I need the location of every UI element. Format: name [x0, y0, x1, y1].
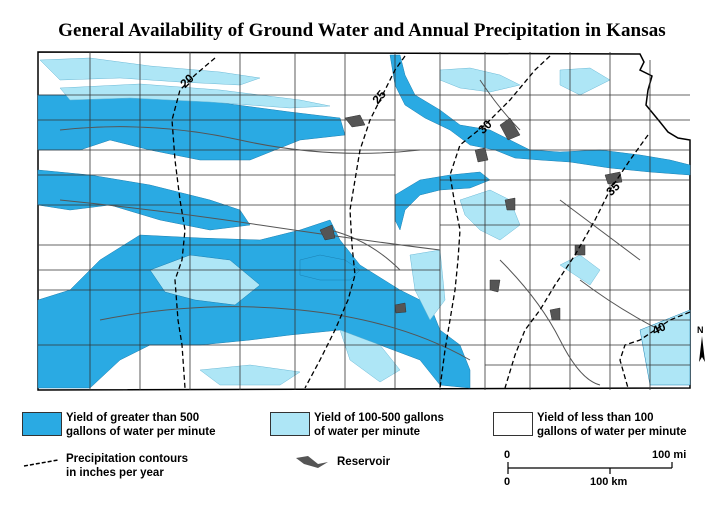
contour-label-40: 40 — [650, 319, 668, 337]
high-yield-areas — [37, 54, 691, 389]
north-label: N — [697, 325, 704, 335]
legend-swatch-medium — [270, 412, 310, 436]
legend-label-high: Yield of greater than 500 gallons of wat… — [66, 412, 216, 438]
scale-bar — [507, 462, 673, 474]
legend-contour-symbol — [23, 459, 59, 467]
north-arrow: N — [697, 325, 705, 362]
legend-label-reservoir: Reservoir — [337, 456, 391, 468]
contour-35 — [504, 134, 649, 389]
contour-30 — [439, 55, 551, 389]
legend-swatch-high — [22, 412, 62, 436]
county-lines — [38, 52, 690, 390]
legend-label-contours: Precipitation contours in inches per yea… — [66, 453, 189, 479]
map-title: General Availability of Ground Water and… — [58, 20, 666, 41]
legend-label-low: Yield of less than 100 gallons of water … — [537, 412, 687, 438]
rivers — [59, 79, 661, 386]
contour-40 — [619, 311, 691, 389]
legend-reservoir-symbol — [296, 456, 328, 468]
scale-miles-zero: 0 — [504, 449, 511, 461]
legend-label-medium: Yield of 100-500 gallons of water per mi… — [314, 412, 444, 438]
scale-km-max: 100 km — [590, 476, 628, 488]
scale-miles-max: 100 mi — [652, 449, 687, 461]
contour-20 — [171, 57, 216, 389]
legend-swatch-low — [493, 412, 533, 436]
reservoirs — [319, 114, 623, 321]
precipitation-contours — [171, 55, 691, 389]
scale-km-zero: 0 — [504, 476, 511, 488]
contour-25 — [304, 55, 406, 389]
